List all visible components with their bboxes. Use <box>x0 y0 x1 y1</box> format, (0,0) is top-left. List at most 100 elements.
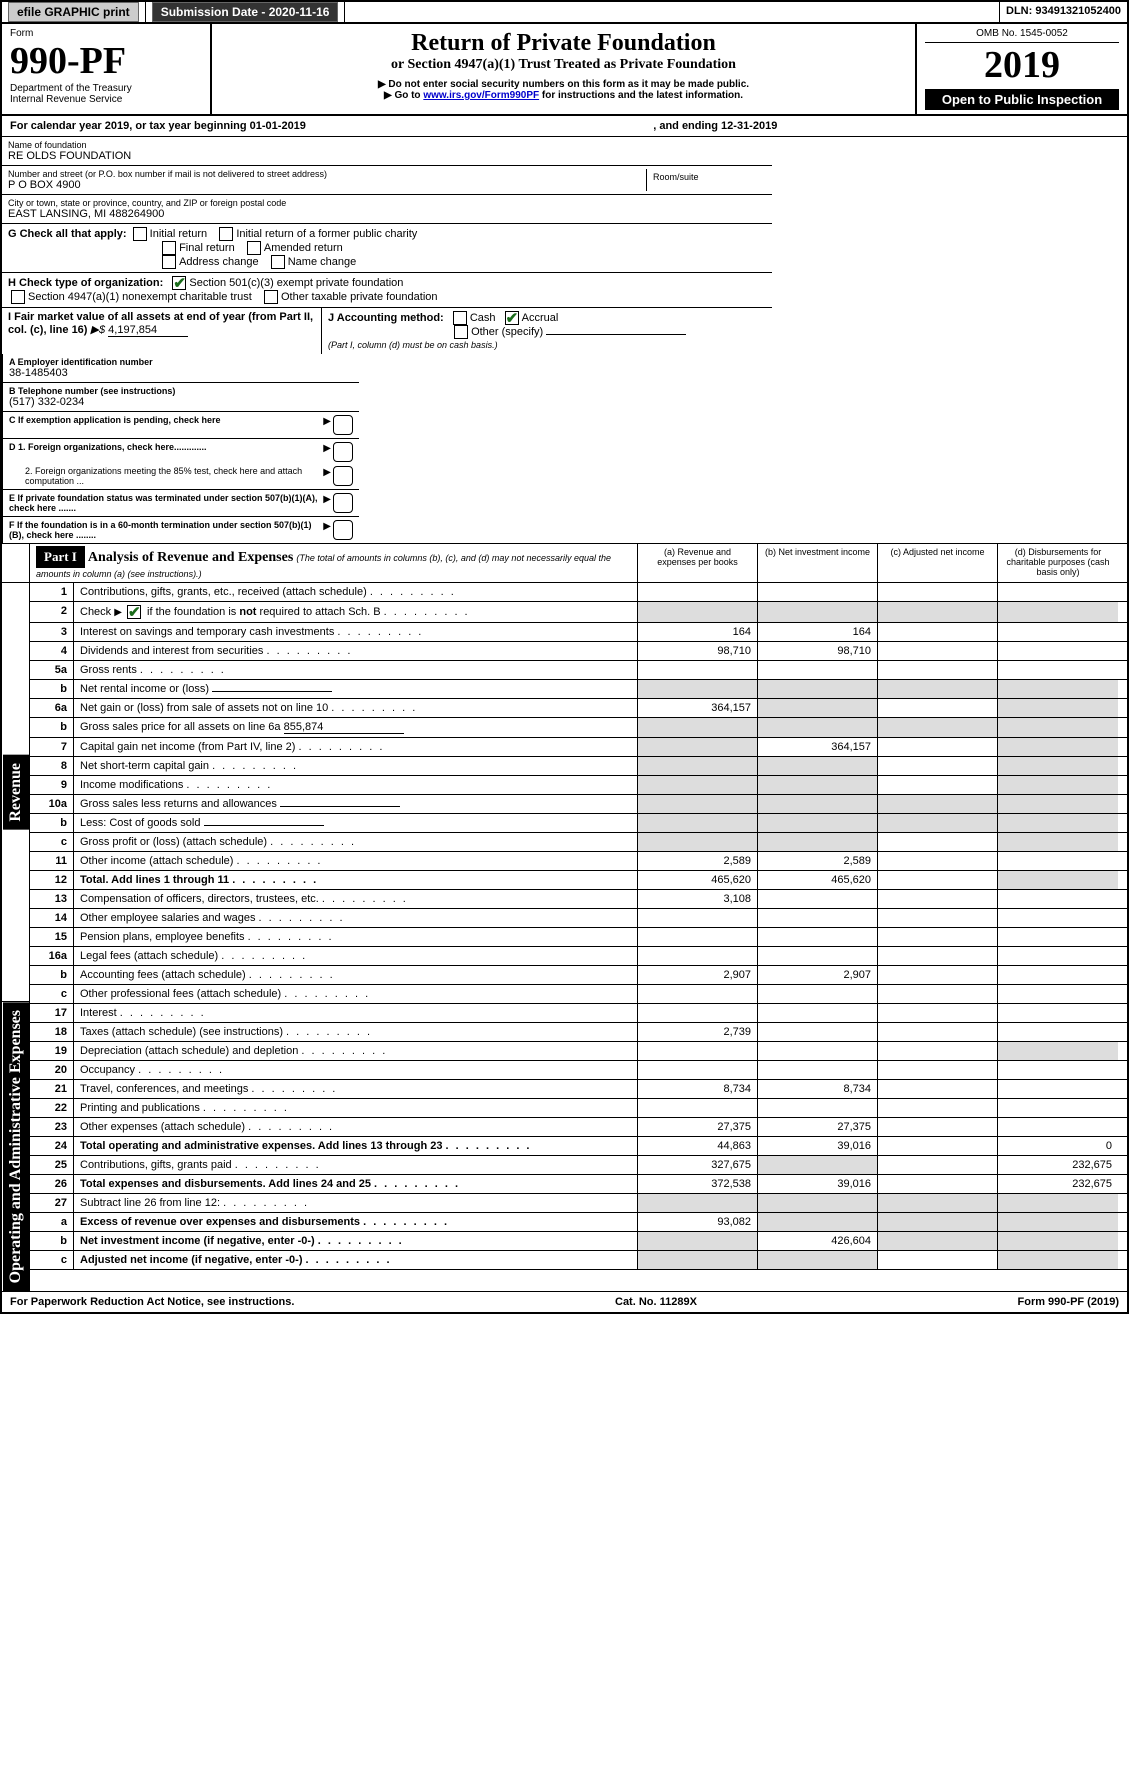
table-row: 9Income modifications <box>30 776 1127 795</box>
cell-col-a <box>638 1251 758 1269</box>
row-description: Printing and publications <box>74 1099 638 1117</box>
cell-col-b <box>758 1251 878 1269</box>
cell-col-c <box>878 1099 998 1117</box>
cell-col-b <box>758 1004 878 1022</box>
row-description: Income modifications <box>74 776 638 794</box>
h-block: H Check type of organization: Section 50… <box>2 273 772 308</box>
cell-col-c <box>878 909 998 927</box>
c-checkbox[interactable] <box>333 415 353 435</box>
f-checkbox[interactable] <box>333 520 353 540</box>
cell-col-b <box>758 1099 878 1117</box>
h-other-checkbox[interactable] <box>264 290 278 304</box>
cell-col-a: 164 <box>638 623 758 641</box>
note2-link[interactable]: www.irs.gov/Form990PF <box>423 90 539 101</box>
cell-col-c <box>878 795 998 813</box>
cell-col-a <box>638 757 758 775</box>
row-number: b <box>30 718 74 737</box>
table-row: 17Interest <box>30 1004 1127 1023</box>
row-description: Other expenses (attach schedule) <box>74 1118 638 1136</box>
d1-checkbox[interactable] <box>333 442 353 462</box>
d2-label: 2. Foreign organizations meeting the 85%… <box>9 466 323 486</box>
addr-label: Number and street (or P.O. box number if… <box>8 169 646 179</box>
g-name-checkbox[interactable] <box>271 255 285 269</box>
h-501c3-checkbox[interactable] <box>172 276 186 290</box>
tax-year: 2019 <box>925 43 1119 87</box>
cell-col-d <box>998 623 1118 641</box>
cell-col-c <box>878 623 998 641</box>
table-row: 24Total operating and administrative exp… <box>30 1137 1127 1156</box>
footer-right: Form 990-PF (2019) <box>1018 1296 1119 1308</box>
j-cash-checkbox[interactable] <box>453 311 467 325</box>
cell-col-b <box>758 718 878 737</box>
row-number: 8 <box>30 757 74 775</box>
cell-col-b <box>758 1213 878 1231</box>
header-right: OMB No. 1545-0052 2019 Open to Public In… <box>917 24 1127 114</box>
grid-rows: 1Contributions, gifts, grants, etc., rec… <box>30 583 1127 1291</box>
city-field: City or town, state or province, country… <box>2 195 772 224</box>
j-accrual: Accrual <box>522 312 559 324</box>
row-number: 11 <box>30 852 74 870</box>
cell-col-a <box>638 909 758 927</box>
row-description: Net rental income or (loss) <box>74 680 638 698</box>
cell-col-b <box>758 890 878 908</box>
table-row: 22Printing and publications <box>30 1099 1127 1118</box>
cell-col-a: 364,157 <box>638 699 758 717</box>
cell-col-c <box>878 1213 998 1231</box>
table-row: 20Occupancy <box>30 1061 1127 1080</box>
row-number: b <box>30 1232 74 1250</box>
cell-col-d <box>998 680 1118 698</box>
cell-col-a <box>638 602 758 622</box>
row-number: 1 <box>30 583 74 601</box>
g-opt1: Initial return of a former public charit… <box>236 228 417 240</box>
g-address-checkbox[interactable] <box>162 255 176 269</box>
footer-mid: Cat. No. 11289X <box>615 1296 697 1308</box>
table-row: 26Total expenses and disbursements. Add … <box>30 1175 1127 1194</box>
j-accrual-checkbox[interactable] <box>505 311 519 325</box>
form-header: Form 990-PF Department of the Treasury I… <box>2 24 1127 116</box>
h-o2: Section 4947(a)(1) nonexempt charitable … <box>28 291 252 303</box>
cell-col-a: 3,108 <box>638 890 758 908</box>
d2-checkbox[interactable] <box>333 466 353 486</box>
cell-col-b <box>758 776 878 794</box>
cell-col-a: 327,675 <box>638 1156 758 1174</box>
e-checkbox[interactable] <box>333 493 353 513</box>
row-number: c <box>30 833 74 851</box>
h-4947-checkbox[interactable] <box>11 290 25 304</box>
cell-col-b <box>758 1156 878 1174</box>
cell-col-b <box>758 814 878 832</box>
i-value: 4,197,854 <box>108 324 188 337</box>
efile-print-button[interactable]: efile GRAPHIC print <box>8 2 139 22</box>
note2: ▶ Go to www.irs.gov/Form990PF for instru… <box>224 90 903 101</box>
cell-col-b <box>758 985 878 1003</box>
addr-col: Number and street (or P.O. box number if… <box>8 169 646 191</box>
row-number: 13 <box>30 890 74 908</box>
row-number: 21 <box>30 1080 74 1098</box>
part1-grid: Revenue Operating and Administrative Exp… <box>2 583 1127 1291</box>
table-row: bGross sales price for all assets on lin… <box>30 718 1127 738</box>
row-description: Adjusted net income (if negative, enter … <box>74 1251 638 1269</box>
row-description: Depreciation (attach schedule) and deple… <box>74 1042 638 1060</box>
j-other-checkbox[interactable] <box>454 325 468 339</box>
g-final-checkbox[interactable] <box>162 241 176 255</box>
cell-col-c <box>878 699 998 717</box>
cell-col-c <box>878 661 998 679</box>
cell-col-b: 98,710 <box>758 642 878 660</box>
topbar-spacer <box>345 2 1000 22</box>
f-field: F If the foundation is in a 60-month ter… <box>3 517 359 543</box>
table-row: 8Net short-term capital gain <box>30 757 1127 776</box>
row-number: 23 <box>30 1118 74 1136</box>
cell-col-a <box>638 1099 758 1117</box>
cell-col-a: 8,734 <box>638 1080 758 1098</box>
g-opt3: Amended return <box>264 242 343 254</box>
table-row: bNet rental income or (loss) <box>30 680 1127 699</box>
cell-col-a <box>638 680 758 698</box>
cell-col-a <box>638 985 758 1003</box>
h-label: H Check type of organization: <box>8 277 163 289</box>
g-initial-checkbox[interactable] <box>133 227 147 241</box>
g-initial-former-checkbox[interactable] <box>219 227 233 241</box>
row-number: 19 <box>30 1042 74 1060</box>
table-row: 5aGross rents <box>30 661 1127 680</box>
row-description: Dividends and interest from securities <box>74 642 638 660</box>
g-amended-checkbox[interactable] <box>247 241 261 255</box>
row-description: Legal fees (attach schedule) <box>74 947 638 965</box>
